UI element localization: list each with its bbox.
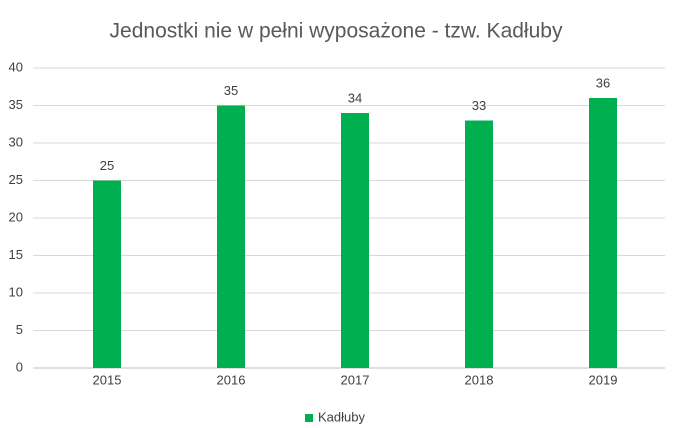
y-tick-label: 0	[16, 359, 23, 374]
x-tick-label: 2015	[93, 372, 122, 387]
x-tick-label: 2017	[341, 372, 370, 387]
y-tick-label: 20	[9, 209, 23, 224]
x-tick-label: 2016	[217, 372, 246, 387]
data-label: 36	[596, 75, 610, 90]
y-tick-label: 35	[9, 97, 23, 112]
bar	[93, 180, 121, 368]
bar	[217, 105, 245, 368]
y-tick-label: 40	[9, 59, 23, 74]
y-tick-label: 30	[9, 134, 23, 149]
data-label: 33	[472, 98, 486, 113]
data-label: 34	[348, 90, 362, 105]
chart-title: Jednostki nie w pełni wyposażone - tzw. …	[110, 20, 563, 43]
x-tick-label: 2018	[465, 372, 494, 387]
data-label: 35	[224, 83, 238, 98]
y-tick-label: 15	[9, 247, 23, 262]
bar	[341, 113, 369, 368]
y-tick-label: 25	[9, 172, 23, 187]
y-tick-label: 10	[9, 284, 23, 299]
data-label: 25	[100, 158, 114, 173]
legend-label: Kadłuby	[318, 409, 365, 424]
legend-swatch	[305, 414, 313, 422]
y-tick-label: 5	[16, 322, 23, 337]
bar	[465, 120, 493, 368]
x-tick-label: 2019	[589, 372, 618, 387]
bar	[589, 98, 617, 368]
